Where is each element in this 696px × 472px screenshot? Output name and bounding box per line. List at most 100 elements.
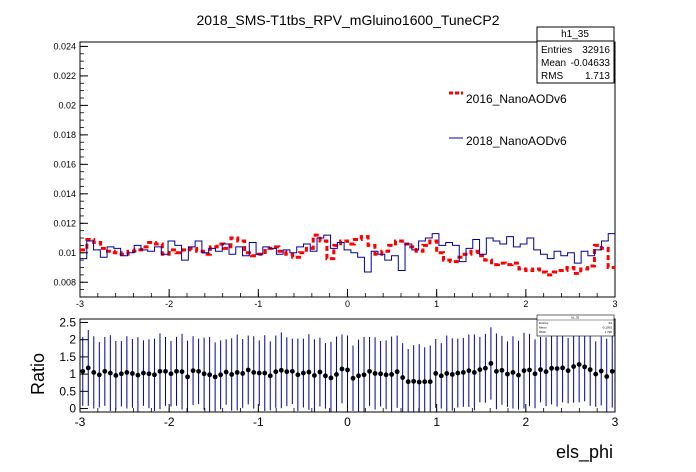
ratio-y-axis-label: Ratio (28, 353, 48, 395)
ratio-point (163, 368, 168, 374)
ratio-points (80, 326, 615, 412)
ratio-point (609, 368, 615, 374)
ratio-point (334, 372, 339, 377)
ratio-point (251, 369, 257, 375)
ratio-x-tick-label: 0 (344, 415, 351, 429)
ratio-y-tick-label: 1.5 (59, 350, 76, 364)
ratio-point (201, 371, 207, 377)
ratio-point (223, 369, 229, 375)
ratio-point (185, 374, 190, 380)
stats-entries-label: Entries (541, 45, 572, 56)
ratio-point (300, 370, 306, 376)
ratio-point (488, 361, 494, 366)
main-x-tick-label: 3 (612, 299, 617, 309)
ratio-point (538, 367, 543, 373)
ratio-point (113, 373, 119, 378)
ratio-point (107, 370, 113, 376)
ratio-point (284, 369, 290, 375)
ratio-point (554, 366, 560, 371)
ratio-point (96, 372, 102, 378)
ratio-point (328, 375, 334, 381)
main-x-tick-label: -2 (165, 299, 173, 309)
ratio-point (85, 365, 91, 371)
ratio-point (455, 370, 461, 376)
ratio-point (229, 372, 235, 377)
ratio-point (598, 368, 604, 374)
ratio-point (157, 368, 163, 374)
ratio-point (91, 369, 97, 375)
ratio-x-tick-label: 3 (612, 415, 619, 429)
ratio-point (323, 373, 328, 379)
ratio-point (124, 369, 130, 375)
ratio-x-tick-label: 2 (522, 415, 529, 429)
ratio-point (427, 379, 433, 385)
ratio-point (416, 379, 422, 385)
ratio-point (367, 368, 372, 374)
ratio-point (471, 369, 477, 375)
ratio-point (482, 365, 488, 371)
ratio-x-tick-label: -2 (164, 415, 175, 429)
ratio-point (146, 371, 152, 377)
ratio-point (350, 375, 356, 381)
ratio-point (339, 366, 345, 372)
ratio-point (466, 368, 472, 374)
ratio-point (477, 367, 483, 373)
main-x-tick-label: 0 (345, 299, 350, 309)
ratio-stats-box: h1_35 Entries 64 Mean -0.1093 RMS 1.796 (536, 314, 615, 337)
ratio-point (129, 371, 135, 376)
main-y-tick-label: 0.018 (53, 130, 76, 140)
legend: 2016_NanoAODv6 2018_NanoAODv6 (449, 91, 567, 148)
ratio-point (245, 367, 251, 373)
ratio-point (256, 370, 262, 376)
ratio-y-tick-label: 2 (69, 333, 76, 347)
ratio-point (411, 378, 417, 384)
ratio-point (593, 371, 599, 377)
ratio-stats-entries-value: 64 (609, 321, 613, 325)
ratio-point (571, 364, 577, 369)
ratio-point (361, 372, 367, 378)
ratio-point (312, 373, 317, 378)
ratio-point (273, 369, 279, 375)
ratio-x-tick-label: 1 (433, 415, 440, 429)
ratio-y-tick-label: 2.5 (59, 315, 76, 329)
ratio-stats-name: h1_35 (571, 316, 580, 320)
ratio-point (587, 367, 593, 373)
ratio-point (141, 370, 146, 376)
ratio-y-tick-label: 0 (69, 402, 76, 416)
ratio-point (262, 370, 268, 376)
stats-mean-label: Mean (541, 58, 566, 69)
legend-label-2016: 2016_NanoAODv6 (466, 92, 567, 106)
stats-name: h1_35 (561, 29, 589, 40)
main-x-tick-label: -1 (254, 299, 262, 309)
ratio-point (174, 368, 179, 374)
ratio-point (218, 372, 224, 378)
ratio-point (152, 372, 157, 378)
ratio-y-tick-label: 0.5 (59, 384, 76, 398)
ratio-panel: 0 0.5 1 1.5 2 2.5 -3 -2 -1 0 1 2 3 (59, 315, 618, 429)
ratio-point (383, 372, 389, 378)
main-frame (79, 41, 616, 298)
main-y-tick-label: 0.024 (53, 41, 76, 51)
stats-rms-value: 1.713 (585, 71, 610, 82)
main-y-tick-label: 0.014 (53, 189, 76, 199)
ratio-point (449, 372, 455, 377)
ratio-x-tick-label: -1 (253, 415, 264, 429)
main-y-tick-label: 0.022 (53, 71, 76, 81)
ratio-point (135, 372, 141, 378)
ratio-point (532, 371, 538, 377)
ratio-point (516, 372, 521, 378)
ratio-point (543, 369, 549, 375)
ratio-point (604, 374, 610, 379)
ratio-point (267, 373, 273, 379)
ratio-point (394, 369, 400, 375)
main-x-tick-label: -3 (76, 299, 84, 309)
main-x-tick-label: 2 (523, 299, 528, 309)
ratio-point (80, 368, 86, 374)
ratio-point (565, 368, 571, 374)
series-line-2016 (80, 233, 615, 277)
ratio-stats-entries-label: Entries (539, 321, 549, 325)
ratio-point (510, 369, 516, 375)
ratio-point (389, 372, 395, 377)
ratio-point (400, 375, 406, 380)
